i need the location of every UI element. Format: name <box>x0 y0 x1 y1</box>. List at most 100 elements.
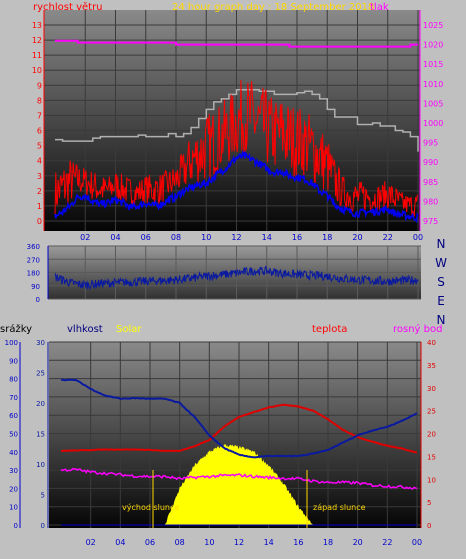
temperature-series <box>60 403 418 454</box>
wind-speed-tick-label: 2 <box>37 187 42 196</box>
bottom-x-tick-label: 04 <box>115 538 125 547</box>
bottom-x-tick-label: 16 <box>293 538 303 547</box>
temperature-tick-label: 10 <box>427 476 436 484</box>
top-x-tick-label: 18 <box>322 233 332 242</box>
wind-speed-tick-label: 13 <box>32 21 42 30</box>
pressure-tick-label: 985 <box>423 178 438 187</box>
top-x-tick-label: 04 <box>110 233 120 242</box>
dewpoint-series <box>60 467 418 490</box>
top-x-tick-label: 00 <box>413 233 423 242</box>
humidity-tick-label: 25 <box>36 370 45 378</box>
rain-label: srážky <box>0 323 32 335</box>
temperature-label: teplota <box>312 324 347 335</box>
compass-letter: N <box>437 237 446 251</box>
top-x-tick-label: 22 <box>383 233 393 242</box>
wind-speed-tick-label: 10 <box>32 66 42 75</box>
direction-tick-label: 180 <box>27 270 40 278</box>
humidity-tick-label: 30 <box>36 339 45 347</box>
rain-tick-label: 20 <box>9 485 18 493</box>
bottom-x-tick-label: 10 <box>204 538 214 547</box>
top-x-tick-label: 02 <box>80 233 90 242</box>
rain-tick-label: 0 <box>14 522 18 530</box>
humidity-tick-label: 0 <box>41 522 45 530</box>
temperature-tick-label: 20 <box>427 431 436 439</box>
wind-gust-series <box>54 79 419 217</box>
rain-tick-label: 70 <box>9 394 18 402</box>
top-x-tick-label: 10 <box>201 233 211 242</box>
direction-tick-label: 0 <box>36 296 40 304</box>
humidity-tick-label: 15 <box>36 431 45 439</box>
pressure-tick-label: 1005 <box>423 99 443 108</box>
temperature-tick-label: 5 <box>427 499 431 507</box>
solar-series <box>61 443 417 525</box>
gust-envelope-series <box>55 89 419 152</box>
pressure-tick-label: 1000 <box>423 119 443 128</box>
top-x-axis: 02 04 06 08 10 12 14 16 18 20 22 00 <box>80 233 423 242</box>
wind-speed-tick-label: 5 <box>37 142 42 151</box>
pressure-series <box>55 39 418 48</box>
direction-series <box>54 266 419 291</box>
pressure-tick-label: 995 <box>423 139 438 148</box>
bottom-x-tick-label: 08 <box>175 538 185 547</box>
humidity-tick-label: 20 <box>36 400 45 408</box>
pressure-tick-label: 975 <box>423 217 438 226</box>
pressure-tick-label: 1010 <box>423 80 443 89</box>
humidity-tick-label: 10 <box>36 461 45 469</box>
bottom-x-tick-label: 14 <box>264 538 274 547</box>
direction-tick-label: 360 <box>27 243 40 251</box>
humidity-tick-label: 5 <box>41 492 45 500</box>
top-series <box>54 39 419 224</box>
wind-speed-tick-label: 0 <box>37 217 42 226</box>
pressure-tick-label: 990 <box>423 158 438 167</box>
top-x-tick-label: 14 <box>262 233 272 242</box>
pressure-tick-label: 1015 <box>423 60 443 69</box>
compass-letter: W <box>435 256 447 270</box>
direction-tick-label: 90 <box>31 283 40 291</box>
wind-speed-tick-label: 8 <box>37 96 42 105</box>
solar-radiation-area <box>61 443 417 525</box>
top-x-tick-label: 06 <box>141 233 151 242</box>
rain-tick-label: 80 <box>9 376 18 384</box>
wind-speed-tick-label: 6 <box>37 127 42 136</box>
bottom-series <box>60 378 418 526</box>
temperature-tick-label: 35 <box>427 362 436 370</box>
wind-speed-tick-label: 1 <box>37 202 42 211</box>
bottom-x-axis: 02 04 06 08 10 12 14 16 18 20 22 00 <box>86 538 423 547</box>
temperature-tick-label: 40 <box>427 339 436 347</box>
temperature-tick-label: 30 <box>427 385 436 393</box>
top-x-tick-label: 12 <box>231 233 241 242</box>
top-x-tick-label: 08 <box>171 233 181 242</box>
rain-tick-label: 10 <box>9 504 18 512</box>
wind-speed-tick-label: 9 <box>37 81 42 90</box>
rain-tick-label: 30 <box>9 467 18 475</box>
compass-letter: N <box>437 313 446 327</box>
chart-title: 24 hour graph day : 18 September 2018 <box>172 2 374 13</box>
compass-letter: S <box>437 275 445 289</box>
wind-avg-series <box>54 150 419 224</box>
temperature-tick-label: 0 <box>427 522 431 530</box>
wind-speed-tick-label: 3 <box>37 172 42 181</box>
top-right-axis: 975 980 985 990 995 1000 1005 1010 1015 1020 1025 <box>419 10 443 231</box>
bottom-x-tick-label: 00 <box>412 538 422 547</box>
wind-speed-tick-label: 7 <box>37 111 42 120</box>
bottom-axes: 0 10 20 30 40 50 60 70 80 90 100 0 5 10 15 20 25 30 0 5 10 15… <box>5 339 436 530</box>
bottom-x-tick-label: 22 <box>382 538 392 547</box>
top-x-tick-label: 16 <box>292 233 302 242</box>
pressure-tick-label: 1025 <box>423 21 443 30</box>
temperature-tick-label: 15 <box>427 453 436 461</box>
sunrise-label: východ slunce <box>122 503 179 512</box>
humidity-series <box>60 378 418 459</box>
bottom-x-tick-label: 12 <box>234 538 244 547</box>
compass-letter: E <box>437 294 445 308</box>
wind-speed-tick-label: 11 <box>32 51 42 60</box>
wind-speed-tick-label: 12 <box>32 36 42 45</box>
bottom-x-tick-label: 20 <box>353 538 363 547</box>
solar-label: Solar <box>116 324 142 335</box>
rain-tick-label: 90 <box>9 357 18 365</box>
pressure-tick-label: 980 <box>423 197 438 206</box>
humidity-label: vlhkost <box>67 324 103 335</box>
